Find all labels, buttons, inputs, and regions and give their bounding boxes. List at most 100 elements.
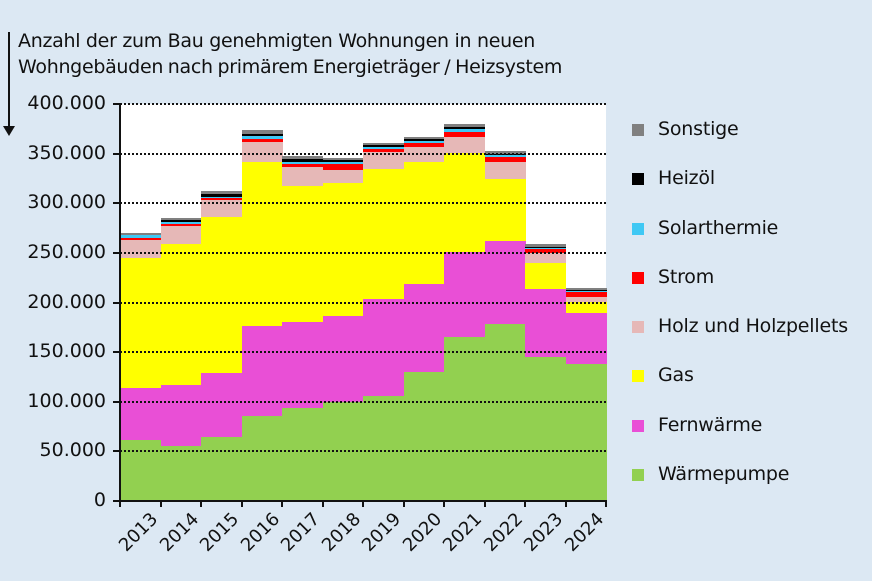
bar-segment-solarthermie (444, 128, 485, 132)
bar-segment-strom (160, 224, 202, 227)
x-tick (119, 501, 121, 507)
legend-swatch-icon (632, 419, 644, 432)
bar-segment-sonstige (444, 123, 485, 127)
x-tick-label-2023: 2023 (520, 508, 568, 556)
bar-segment-strom (444, 131, 485, 137)
bar-segment-solarthermie (241, 135, 283, 139)
legend-item-fernwärme: Fernwärme (632, 412, 848, 461)
x-tick (483, 501, 486, 507)
legend-item-heizöl: Heizöl (632, 165, 848, 214)
bar-segment-sonstige (403, 136, 445, 139)
legend-label: Fernwärme (658, 413, 763, 436)
bar-segment-strom (565, 291, 607, 297)
gridline (120, 301, 606, 304)
title-arrow-line (8, 32, 10, 128)
bar-segment-gas (160, 243, 202, 385)
bar-segment-heizöl (444, 126, 485, 129)
legend-label: Heizöl (658, 167, 715, 190)
legend-swatch-icon (632, 469, 644, 482)
x-tick-label-2018: 2018 (317, 508, 365, 556)
bar-2014 (160, 218, 202, 501)
legend-swatch-icon (632, 173, 644, 186)
bar-segment-sonstige (322, 157, 364, 160)
bar-2020 (403, 136, 445, 501)
y-tick-label: 350.000 (27, 141, 106, 164)
gridline (120, 251, 606, 254)
bar-segment-fernwärme (525, 288, 566, 358)
legend-item-holz-und-holzpellets: Holz und Holzpellets (632, 313, 848, 362)
bar-segment-heizöl (201, 194, 242, 198)
bar-segment-wärmepumpe (565, 364, 607, 501)
bar-segment-heizöl (525, 246, 566, 248)
bar-segment-sonstige (201, 191, 242, 195)
bar-segment-heizöl (160, 220, 202, 223)
bar-segment-sonstige (363, 142, 404, 145)
x-tick (159, 501, 162, 507)
bar-2024 (565, 287, 607, 501)
y-tick-label: 300.000 (27, 191, 106, 214)
legend-label: Wärmepumpe (658, 463, 790, 486)
y-tick (113, 251, 120, 254)
x-tick-label-2020: 2020 (398, 508, 446, 556)
bar-segment-strom (201, 198, 242, 201)
bar-segment-fernwärme (201, 372, 242, 438)
bar-2019 (363, 142, 404, 501)
gridline (120, 103, 606, 106)
legend-item-wärmepumpe: Wärmepumpe (632, 461, 848, 510)
gridline (120, 450, 606, 453)
bar-segment-fernwärme (565, 313, 607, 365)
bar-segment-holz-und-holzpellets (525, 252, 566, 263)
x-tick (200, 501, 202, 507)
bar-segment-sonstige (160, 218, 202, 221)
bar-segment-strom (403, 142, 445, 147)
bar-segment-solarthermie (322, 161, 364, 164)
legend-label: Solarthermie (658, 216, 779, 239)
bar-segment-fernwärme (363, 298, 404, 396)
x-tick-label-2014: 2014 (155, 508, 203, 556)
bar-segment-solarthermie (403, 140, 445, 143)
bar-segment-heizöl (282, 158, 323, 162)
bar-segment-wärmepumpe (484, 324, 526, 501)
bar-2023 (525, 243, 566, 501)
bar-segment-heizöl (363, 144, 404, 147)
x-tick (524, 501, 526, 507)
bar-segment-gas (241, 161, 283, 327)
gridline (120, 400, 606, 403)
x-tick (362, 501, 364, 507)
bar-segment-strom (282, 163, 323, 167)
bar-segment-fernwärme (444, 251, 485, 338)
y-tick (113, 152, 120, 155)
gridline (120, 202, 606, 205)
y-tick (113, 500, 120, 502)
bar-segment-strom (241, 138, 283, 142)
bar-segment-solarthermie (525, 247, 566, 249)
bar-segment-holz-und-holzpellets (363, 151, 404, 169)
bar-segment-solarthermie (201, 197, 242, 199)
bar-segment-holz-und-holzpellets (201, 200, 242, 218)
x-tick-label-2019: 2019 (358, 508, 406, 556)
bar-2016 (241, 129, 283, 501)
gridline (120, 351, 606, 354)
bar-segment-fernwärme (282, 322, 323, 408)
bar-segment-solarthermie (484, 154, 526, 157)
bar-segment-gas (363, 168, 404, 299)
bar-segment-holz-und-holzpellets (120, 239, 161, 258)
bar-segment-sonstige (282, 155, 323, 159)
bar-segment-wärmepumpe (160, 446, 202, 501)
x-tick (443, 501, 445, 507)
bar-segment-gas (484, 179, 526, 241)
bar-segment-wärmepumpe (525, 357, 566, 501)
x-tick (240, 501, 243, 507)
y-tick (113, 202, 120, 205)
bar-2021 (444, 123, 485, 501)
bar-segment-gas (322, 183, 364, 317)
bar-segment-gas (120, 257, 161, 388)
y-tick-label: 100.000 (27, 389, 106, 412)
y-tick (113, 351, 120, 354)
bar-segment-solarthermie (363, 146, 404, 149)
x-tick-label-2016: 2016 (236, 508, 284, 556)
bar-segment-holz-und-holzpellets (444, 136, 485, 153)
bar-segment-heizöl (120, 234, 161, 236)
legend-label: Holz und Holzpellets (658, 315, 848, 338)
y-tick-label: 0 (93, 489, 106, 511)
